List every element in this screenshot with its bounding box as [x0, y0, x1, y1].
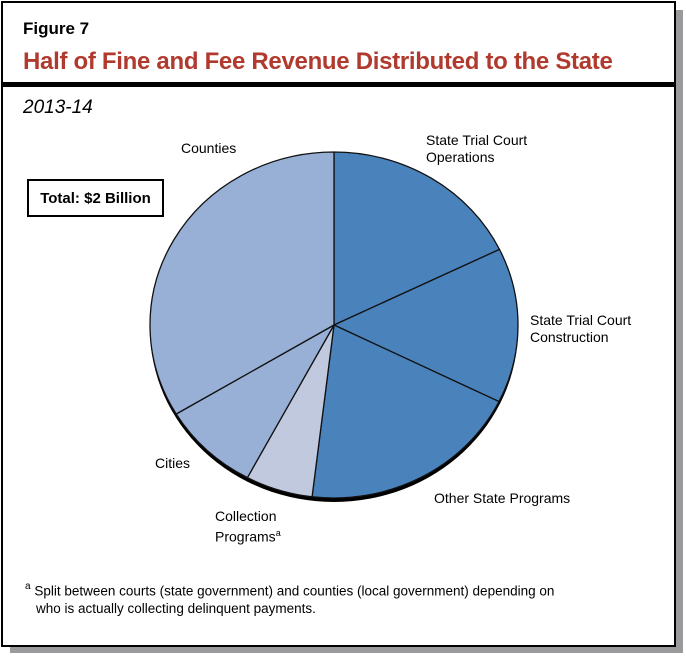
- pie-slice-counties: [149, 151, 335, 415]
- figure-number: Figure 7: [23, 19, 90, 38]
- label-line: Programsa: [215, 525, 281, 546]
- footnote-marker: a: [275, 528, 281, 538]
- label-counties: Counties: [181, 140, 237, 156]
- pie-slice-state-trial-court-operations: [333, 151, 501, 326]
- pie-slice-cities: [175, 324, 335, 479]
- label-trial-court-operations: State Trial Court Operations: [426, 132, 527, 166]
- label-collection-programs: Collection Programsa: [215, 508, 281, 546]
- label-line: Collection: [215, 508, 277, 524]
- total-box: Total: $2 Billion: [27, 179, 164, 217]
- label-cities: Cities: [155, 455, 191, 471]
- figure-title: Half of Fine and Fee Revenue Distributed…: [23, 48, 613, 75]
- label-line: Construction: [530, 329, 609, 345]
- footnote-line: who is actually collecting delinquent pa…: [36, 600, 316, 616]
- title-divider: [3, 82, 674, 87]
- label-line: State Trial Court: [530, 312, 632, 328]
- label-line: State Trial Court: [426, 132, 528, 148]
- footnote: a Split between courts (state government…: [25, 579, 554, 617]
- label-line: Operations: [426, 149, 495, 165]
- figure-subtitle: 2013-14: [23, 97, 93, 118]
- label-trial-court-construction: State Trial Court Construction: [530, 312, 631, 346]
- label-text: Programs: [215, 528, 276, 545]
- pie-slice-other-state-programs: [311, 324, 500, 499]
- footnote-marker: a: [25, 581, 31, 592]
- pie-slice-state-trial-court-construction: [333, 248, 519, 403]
- footnote-line: Split between courts (state government) …: [34, 583, 555, 599]
- label-other-state-programs: Other State Programs: [434, 490, 571, 506]
